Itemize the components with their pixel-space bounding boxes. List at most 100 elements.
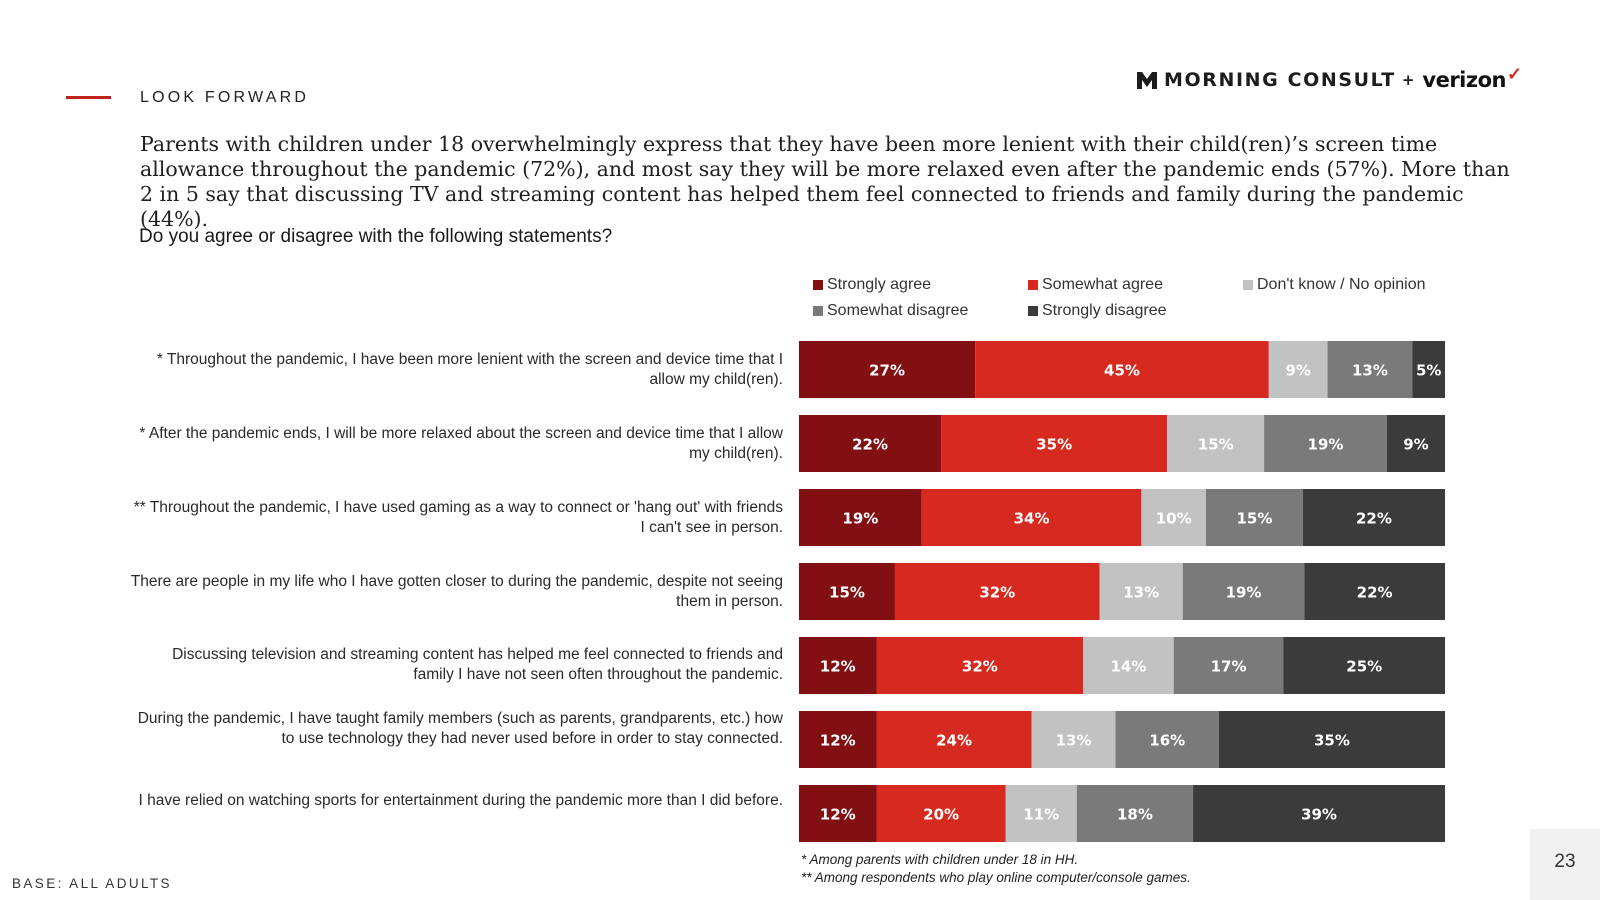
bar-segment-somewhat-agree-row-5 [876, 637, 1084, 694]
footnote-parents: * Among parents with children under 18 i… [801, 852, 1079, 867]
morning-consult-mark-icon [1137, 72, 1157, 89]
data-label-don-t-know-no-opinion-row-3: 10% [1156, 510, 1192, 528]
legend-label: Somewhat disagree [827, 302, 969, 319]
data-label-somewhat-disagree-row-2: 19% [1308, 436, 1344, 454]
row-label: * After the pandemic ends, I will be mor… [139, 425, 783, 462]
bar-segment-somewhat-agree-row-2 [941, 415, 1168, 472]
data-label-strongly-agree-row-2: 22% [852, 436, 888, 454]
data-label-strongly-agree-row-4: 15% [829, 584, 865, 602]
bar-segment-strongly-disagree-row-7 [1193, 785, 1445, 842]
bar-segment-somewhat-agree-row-4 [894, 563, 1100, 620]
data-label-strongly-disagree-row-1: 5% [1416, 362, 1441, 380]
data-label-somewhat-disagree-row-5: 17% [1211, 658, 1247, 676]
footnote-gamers: ** Among respondents who play online com… [801, 870, 1191, 885]
bar-segment-don-t-know-no-opinion-row-6 [1031, 711, 1116, 768]
bar-segment-somewhat-disagree-row-4 [1182, 563, 1305, 620]
bar-segment-don-t-know-no-opinion-row-3 [1141, 489, 1206, 546]
lede-paragraph: Parents with children under 18 overwhelm… [140, 132, 1510, 231]
legend-swatch-strongly-disagree [1028, 306, 1038, 316]
legend-swatch-somewhat-agree [1028, 280, 1038, 290]
row-label: There are people in my life who I have g… [130, 573, 783, 610]
bar-segment-strongly-disagree-row-4 [1304, 563, 1445, 620]
data-label-strongly-disagree-row-5: 25% [1346, 658, 1382, 676]
legend-swatch-strongly-agree [813, 280, 823, 290]
legend-item-somewhat-disagree: Somewhat disagree [813, 302, 968, 320]
bar-segment-somewhat-disagree-row-3 [1205, 489, 1303, 546]
bar-segment-somewhat-agree-row-1 [975, 341, 1269, 398]
legend-label: Don't know / No opinion [1257, 276, 1426, 293]
row-label: I have relied on watching sports for ent… [138, 792, 783, 809]
bar-segment-strongly-disagree-row-3 [1302, 489, 1445, 546]
bar-segment-strongly-agree-row-2 [799, 415, 942, 472]
bar-segment-somewhat-disagree-row-5 [1173, 637, 1284, 694]
row-label: ** Throughout the pandemic, I have used … [133, 499, 783, 536]
data-label-strongly-agree-row-7: 12% [820, 806, 856, 824]
data-label-somewhat-disagree-row-4: 19% [1226, 584, 1262, 602]
bar-segment-somewhat-disagree-row-1 [1327, 341, 1413, 398]
data-label-don-t-know-no-opinion-row-1: 9% [1285, 362, 1310, 380]
bar-segment-somewhat-disagree-row-2 [1264, 415, 1387, 472]
bar-segment-don-t-know-no-opinion-row-7 [1005, 785, 1077, 842]
row-label: During the pandemic, I have taught famil… [137, 710, 783, 747]
legend-item-somewhat-agree: Somewhat agree [1028, 276, 1163, 294]
bar-segment-strongly-agree-row-7 [799, 785, 877, 842]
data-label-somewhat-disagree-row-6: 16% [1149, 732, 1185, 750]
bar-segment-strongly-agree-row-4 [799, 563, 895, 620]
legend-label: Somewhat agree [1042, 276, 1163, 293]
legend-swatch-dont-know [1243, 280, 1253, 290]
data-label-somewhat-agree-row-3: 34% [1014, 510, 1050, 528]
data-label-strongly-agree-row-6: 12% [820, 732, 856, 750]
legend-item-strongly-agree: Strongly agree [813, 276, 931, 294]
data-label-somewhat-agree-row-6: 24% [936, 732, 972, 750]
data-label-don-t-know-no-opinion-row-4: 13% [1123, 584, 1159, 602]
legend-swatch-somewhat-disagree [813, 306, 823, 316]
bar-segment-somewhat-disagree-row-7 [1076, 785, 1194, 842]
data-label-strongly-agree-row-1: 27% [869, 362, 905, 380]
data-label-somewhat-agree-row-4: 32% [979, 584, 1015, 602]
brand-logo: MORNING CONSULT + verizon ✓ [1136, 63, 1523, 93]
legend-item-dont-know: Don't know / No opinion [1243, 276, 1425, 294]
logo-brand-morning-consult: MORNING CONSULT [1164, 69, 1396, 91]
data-label-somewhat-agree-row-1: 45% [1104, 362, 1140, 380]
data-label-strongly-agree-row-3: 19% [842, 510, 878, 528]
data-label-don-t-know-no-opinion-row-6: 13% [1056, 732, 1092, 750]
data-label-somewhat-agree-row-2: 35% [1036, 436, 1072, 454]
data-label-don-t-know-no-opinion-row-7: 11% [1023, 806, 1059, 824]
row-label: * Throughout the pandemic, I have been m… [156, 351, 783, 388]
data-label-strongly-disagree-row-4: 22% [1357, 584, 1393, 602]
bar-segment-don-t-know-no-opinion-row-2 [1167, 415, 1265, 472]
data-label-strongly-agree-row-5: 12% [820, 658, 856, 676]
bar-segment-don-t-know-no-opinion-row-1 [1268, 341, 1328, 398]
bar-segment-strongly-disagree-row-1 [1412, 341, 1445, 398]
data-label-strongly-disagree-row-6: 35% [1314, 732, 1350, 750]
page-number: 23 [1554, 851, 1576, 872]
bar-segment-strongly-disagree-row-2 [1386, 415, 1445, 472]
bar-segment-strongly-agree-row-5 [799, 637, 877, 694]
logo-brand-verizon: verizon [1422, 68, 1506, 92]
base-note: BASE: ALL ADULTS [12, 876, 172, 891]
bar-segment-strongly-agree-row-6 [799, 711, 877, 768]
logo-plus: + [1401, 71, 1415, 89]
bar-segment-somewhat-agree-row-3 [921, 489, 1142, 546]
bar-segment-somewhat-disagree-row-6 [1115, 711, 1219, 768]
legend-item-strongly-disagree: Strongly disagree [1028, 302, 1167, 320]
section-label: LOOK FORWARD [140, 89, 310, 106]
bar-segment-don-t-know-no-opinion-row-5 [1083, 637, 1174, 694]
verizon-check-icon: ✓ [1506, 63, 1523, 84]
chart-question: Do you agree or disagree with the follow… [139, 226, 613, 247]
data-label-don-t-know-no-opinion-row-2: 15% [1198, 436, 1234, 454]
data-label-don-t-know-no-opinion-row-5: 14% [1111, 658, 1147, 676]
bar-segment-somewhat-agree-row-6 [876, 711, 1032, 768]
bar-segment-strongly-agree-row-1 [799, 341, 976, 398]
data-label-somewhat-disagree-row-1: 13% [1352, 362, 1388, 380]
data-label-strongly-disagree-row-3: 22% [1356, 510, 1392, 528]
bar-segment-strongly-disagree-row-6 [1218, 711, 1445, 768]
data-label-somewhat-agree-row-5: 32% [962, 658, 998, 676]
data-label-somewhat-agree-row-7: 20% [923, 806, 959, 824]
section-accent-rule [66, 96, 111, 99]
legend-label: Strongly disagree [1042, 302, 1167, 319]
bar-segment-somewhat-agree-row-7 [876, 785, 1006, 842]
page-number-box: 23 [1530, 829, 1600, 900]
data-label-somewhat-disagree-row-3: 15% [1236, 510, 1272, 528]
